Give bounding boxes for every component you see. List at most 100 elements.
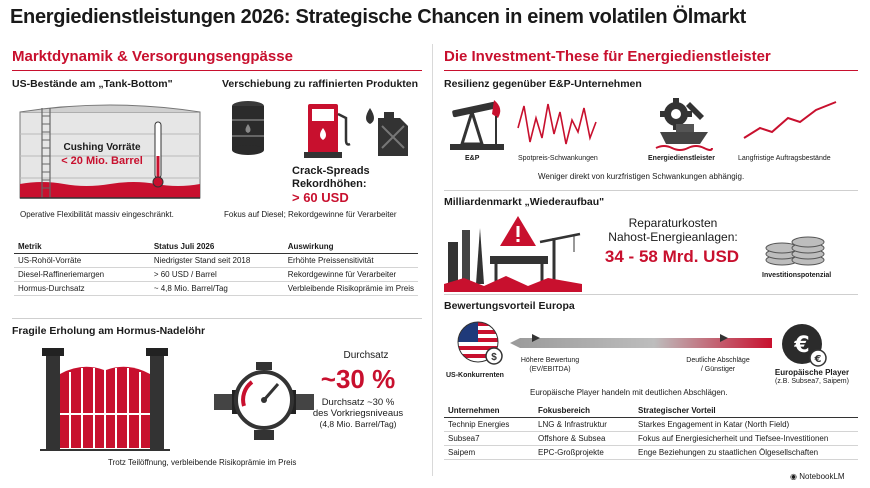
table-row: Technip Energies LNG & Infrastruktur Sta… bbox=[444, 417, 858, 432]
table-row: US-Rohöl-Vorräte Niedrigster Stand seit … bbox=[14, 253, 418, 268]
tank-value: < 20 Mio. Barrel bbox=[61, 155, 143, 167]
section-divider bbox=[12, 318, 422, 319]
table-row: Hormus-Durchsatz ~ 4,8 Mio. Barrel/Tag V… bbox=[14, 281, 418, 296]
table-header: Metrik bbox=[14, 240, 150, 254]
euro-icon: € € bbox=[782, 324, 827, 367]
table-cell: Fokus auf Energiesicherheit und Tiefsee-… bbox=[634, 431, 858, 446]
hormuz-caption: Trotz Teilöffnung, verbleibende Risikopr… bbox=[108, 458, 297, 467]
table-cell: Niedrigster Stand seit 2018 bbox=[149, 253, 284, 268]
european-players-line1: Europäische Player bbox=[774, 368, 850, 377]
table-header-row: Unternehmen Fokusbereich Strategischer V… bbox=[444, 404, 858, 418]
table-cell: US-Rohöl-Vorräte bbox=[14, 253, 150, 268]
ep-label: E&P bbox=[465, 155, 480, 162]
crack-spreads-line1: Crack-Spreads bbox=[292, 165, 370, 177]
table-row: Diesel-Raffineriemargen > 60 USD / Barre… bbox=[14, 267, 418, 282]
table-header: Strategischer Vorteil bbox=[634, 404, 858, 418]
throughput-line2: des Vorkriegsniveaus bbox=[312, 408, 404, 419]
repair-cost-value: 34 - 58 Mrd. USD bbox=[604, 247, 740, 266]
discount-line1: Deutliche Abschläge bbox=[686, 357, 750, 364]
gate-icon bbox=[40, 348, 170, 451]
notebooklm-label: NotebookLM bbox=[799, 472, 845, 481]
section-divider bbox=[444, 190, 858, 191]
crack-spreads-line2: Rekordhöhen: bbox=[292, 178, 367, 190]
backlog-growth-chart bbox=[743, 101, 837, 139]
us-flag-icon: $ bbox=[457, 321, 503, 365]
spot-price-volatility-chart bbox=[517, 103, 597, 145]
svg-text:$: $ bbox=[491, 352, 497, 363]
table-row: Subsea7 Offshore & Subsea Fokus auf Ener… bbox=[444, 431, 858, 446]
tank-heading: US-Bestände am „Tank-Bottom" bbox=[12, 78, 173, 90]
table-cell: ~ 4,8 Mio. Barrel/Tag bbox=[149, 281, 284, 296]
pipeline-gauge-icon bbox=[214, 362, 314, 440]
discount-line2: / Günstiger bbox=[700, 366, 736, 373]
resilience-caption: Weniger direkt von kurzfristigen Schwank… bbox=[538, 172, 745, 181]
table-row: Saipem EPC-Großprojekte Enge Beziehungen… bbox=[444, 445, 858, 460]
table-cell: Verbleibende Risikoprämie im Preis bbox=[283, 281, 418, 296]
spot-label: Spotpreis-Schwankungen bbox=[518, 155, 598, 162]
table-cell: Technip Energies bbox=[444, 417, 534, 432]
market-metrics-table: Metrik Status Juli 2026 Auswirkung US-Ro… bbox=[14, 240, 418, 296]
throughput-details: Durchsatz ~30 % des Vorkriegsniveaus (4,… bbox=[296, 397, 420, 430]
discount-label: Deutliche Abschläge / Günstiger bbox=[676, 356, 760, 374]
oil-barrel-icon bbox=[232, 101, 264, 155]
table-cell: Erhöhte Preissensitivität bbox=[283, 253, 418, 268]
rebuild-heading: Milliardenmarkt „Wiederaufbau" bbox=[444, 196, 605, 208]
column-divider bbox=[432, 44, 433, 476]
valuation-arrow-bar bbox=[510, 334, 772, 348]
european-players-label: Europäische Player (z.B. Subsea7, Saipem… bbox=[762, 368, 862, 386]
products-heading: Verschiebung zu raffinierten Produkten bbox=[222, 78, 419, 90]
higher-valuation-line2: (EV/EBITDA) bbox=[529, 366, 571, 373]
left-heading: Marktdynamik & Versorgungsengpässe bbox=[12, 48, 293, 65]
table-cell: Diesel-Raffineriemargen bbox=[14, 267, 150, 282]
table-header: Unternehmen bbox=[444, 404, 534, 418]
right-heading: Die Investment-These für Energiedienstle… bbox=[444, 48, 771, 65]
section-divider bbox=[444, 294, 858, 295]
jerry-can-icon bbox=[378, 112, 408, 156]
table-cell: Saipem bbox=[444, 445, 534, 460]
repair-cost-line2: Nahost-Energieanlagen: bbox=[608, 230, 738, 244]
table-cell: Offshore & Subsea bbox=[534, 431, 634, 446]
investment-potential-label: Investitionspotenzial bbox=[762, 272, 832, 279]
table-cell: Starkes Engagement in Katar (North Field… bbox=[634, 417, 858, 432]
companies-table: Unternehmen Fokusbereich Strategischer V… bbox=[444, 404, 858, 460]
table-header: Fokusbereich bbox=[534, 404, 634, 418]
resilience-heading: Resilienz gegenüber E&P-Unternehmen bbox=[444, 78, 642, 90]
service-label: Energiedienstleister bbox=[648, 155, 715, 162]
repair-cost-line1: Reparaturkosten bbox=[628, 216, 718, 230]
oil-drop-icon bbox=[366, 108, 374, 124]
throughput-label: Durchsatz bbox=[343, 350, 389, 361]
pumpjack-icon bbox=[450, 100, 504, 150]
backlog-label: Langfristige Auftragsbestände bbox=[738, 155, 831, 162]
valuation-caption: Europäische Player handeln mit deutliche… bbox=[530, 388, 728, 397]
throughput-line3: (4,8 Mio. Barrel/Tag) bbox=[319, 419, 397, 429]
valuation-heading: Bewertungsvorteil Europa bbox=[444, 300, 575, 312]
table-header: Status Juli 2026 bbox=[149, 240, 284, 254]
table-header-row: Metrik Status Juli 2026 Auswirkung bbox=[14, 240, 418, 254]
repair-cost-block: Reparaturkosten Nahost-Energieanlagen: bbox=[578, 216, 768, 244]
table-cell: Subsea7 bbox=[444, 431, 534, 446]
table-cell: Enge Beziehungen zu staatlichen Ölgesell… bbox=[634, 445, 858, 460]
crack-spreads-value: > 60 USD bbox=[292, 190, 349, 205]
table-cell: LNG & Infrastruktur bbox=[534, 417, 634, 432]
tank-caption: Operative Flexibilität massiv eingeschrä… bbox=[20, 210, 174, 219]
left-heading-rule bbox=[12, 70, 422, 71]
storage-tank-illustration bbox=[19, 104, 201, 199]
notebooklm-logo: ◉ NotebookLM bbox=[790, 472, 845, 481]
table-cell: Rekordgewinne für Verarbeiter bbox=[283, 267, 418, 282]
hormuz-heading: Fragile Erholung am Hormus-Nadelöhr bbox=[12, 325, 206, 337]
fuel-icons bbox=[232, 101, 408, 158]
higher-valuation-line1: Höhere Bewertung bbox=[520, 357, 580, 364]
throughput-value: ~30 % bbox=[320, 364, 396, 394]
fuel-pump-icon bbox=[304, 104, 351, 158]
table-header: Auswirkung bbox=[283, 240, 418, 254]
table-cell: Hormus-Durchsatz bbox=[14, 281, 150, 296]
products-caption: Fokus auf Diesel; Rekordgewinne für Vera… bbox=[224, 210, 397, 219]
higher-valuation-label: Höhere Bewertung (EV/EBITDA) bbox=[510, 356, 590, 374]
svg-text:€: € bbox=[814, 354, 822, 365]
crack-spreads-block: Crack-Spreads Rekordhöhen: > 60 USD bbox=[292, 165, 370, 204]
throughput-line1: Durchsatz ~30 % bbox=[321, 397, 395, 408]
table-cell: > 60 USD / Barrel bbox=[149, 267, 284, 282]
damaged-infrastructure-icon bbox=[444, 216, 582, 292]
us-competitors-label: US-Konkurrenten bbox=[446, 372, 504, 379]
service-gear-ship-icon bbox=[655, 98, 713, 151]
